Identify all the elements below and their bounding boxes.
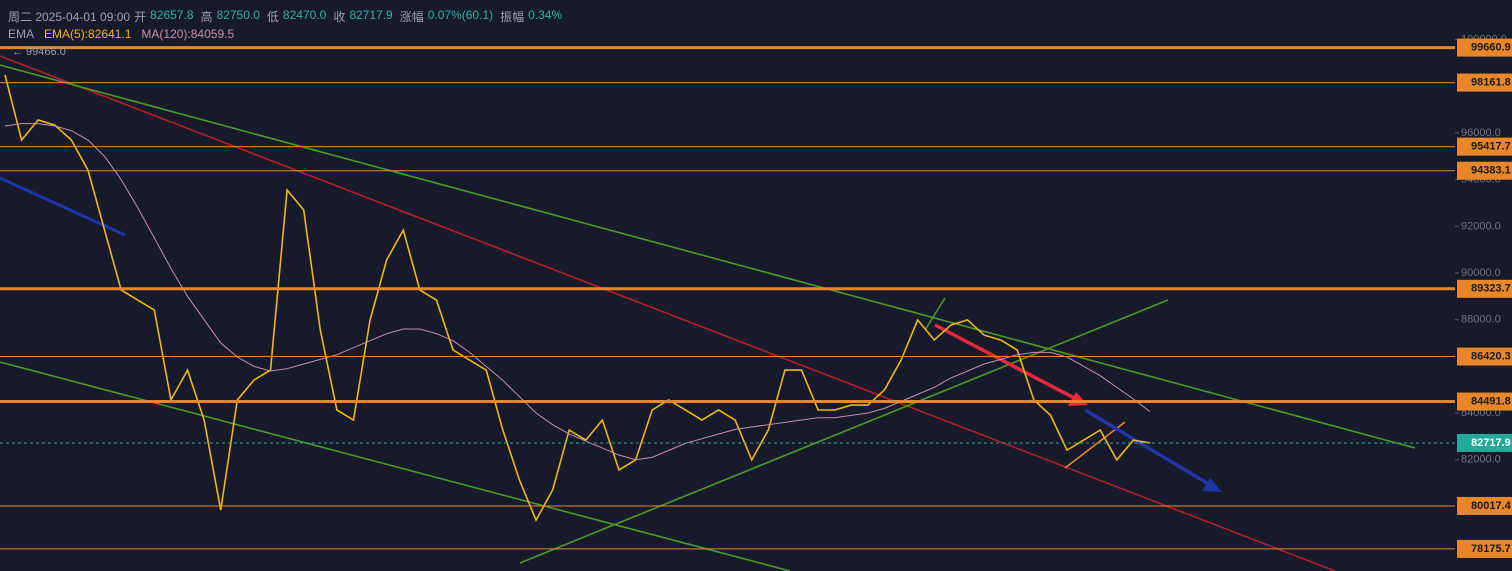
arrow [1084, 408, 1213, 488]
level-label: 78175.7 [1471, 543, 1511, 555]
price-line [4, 123, 1151, 461]
y-tick-label: 90000.0 [1461, 267, 1501, 279]
trend-line [519, 299, 1169, 564]
level-label-box [1457, 137, 1512, 156]
field-value: 82470.0 [282, 8, 327, 22]
price-line [4, 74, 1151, 522]
ohlc-header: 周二 2025-04-01 09:00 开 82657.8 高 82750.0 低 8247… [8, 8, 565, 25]
trend-line [0, 64, 1416, 449]
max-marker: ← 99466.0 [12, 46, 66, 58]
level-label: 98161.8 [1471, 76, 1511, 88]
field-value: 82750.0 [216, 8, 260, 22]
field-value: 82717.9 [349, 8, 393, 22]
level-label-box [1457, 38, 1512, 57]
legend: EMA EMA(5):82641.1 MA(120):84059.5 [8, 27, 234, 41]
field-label: 振幅 [500, 10, 525, 24]
level-label-box [1457, 496, 1512, 515]
arrow-head [1068, 392, 1088, 406]
y-tick-label: 96000.0 [1461, 127, 1501, 139]
field-value: 0.07%(60.1) [427, 8, 494, 22]
indicator: EMA [8, 27, 35, 41]
level-label: 99660.9 [1471, 41, 1511, 53]
legend-entry: EMA(5):82641.1 [44, 27, 132, 41]
legend-entry: MA(120):84059.5 [141, 27, 235, 41]
field-value: 82657.8 [150, 8, 194, 22]
last-price-box [1457, 433, 1512, 452]
trend-line [0, 176, 126, 237]
level-label: 94383.1 [1471, 165, 1511, 177]
field-label: 高 [200, 10, 213, 24]
y-tick-label: 82000.0 [1461, 454, 1501, 466]
field-label: 收 [333, 10, 346, 24]
level-label-box [1457, 539, 1512, 558]
level-label: 80017.4 [1471, 500, 1512, 512]
level-label-box [1457, 392, 1512, 411]
y-tick-label: 88000.0 [1461, 314, 1501, 326]
level-label: 86420.3 [1471, 350, 1511, 362]
drawings [0, 55, 1416, 571]
arrow-head [1202, 478, 1222, 492]
trend-line [0, 361, 791, 571]
level-label-box [1457, 279, 1512, 298]
field-label: 涨幅 [399, 10, 424, 24]
y-tick-label: 92000.0 [1461, 220, 1501, 232]
field-label: 开 [134, 10, 147, 24]
level-label-box [1457, 347, 1512, 366]
trend-line [0, 55, 1336, 571]
arrow [934, 323, 1079, 402]
last-price-label: 82717.9 [1471, 437, 1511, 449]
trend-line [924, 297, 946, 331]
field-label: 低 [266, 10, 279, 24]
level-label: 89323.7 [1471, 283, 1511, 295]
field-value: 0.34% [528, 8, 563, 22]
date: 周二 2025-04-01 09:00 [8, 10, 131, 24]
level-label-box [1457, 73, 1512, 92]
level-label: 95417.7 [1471, 141, 1511, 153]
level-label-box [1457, 161, 1512, 180]
level-label: 84491.8 [1471, 395, 1511, 407]
